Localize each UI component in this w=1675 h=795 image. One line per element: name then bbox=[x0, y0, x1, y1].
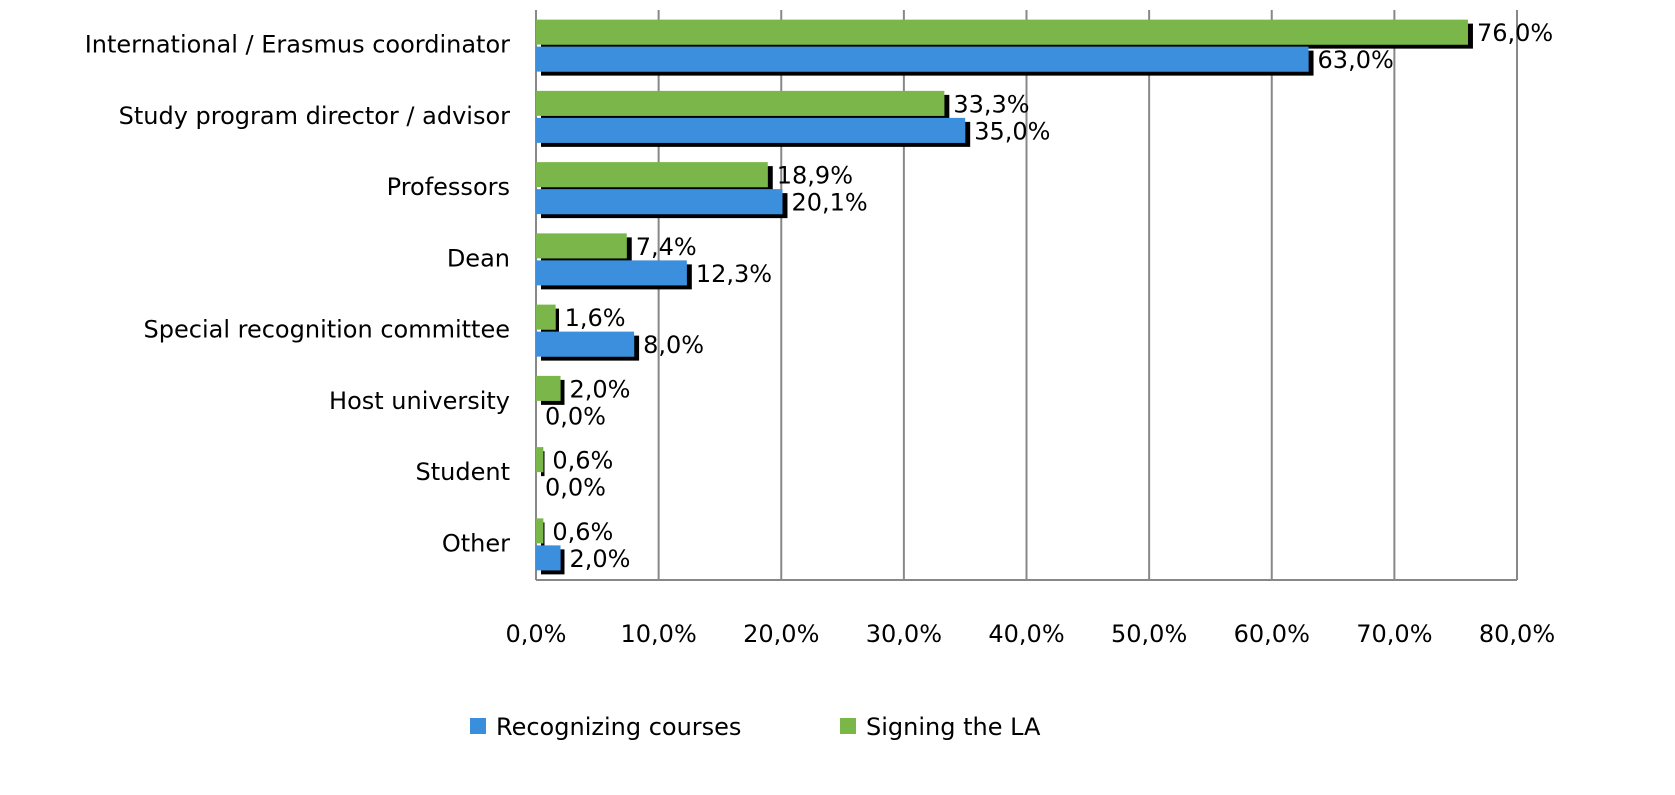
legend-swatch bbox=[470, 718, 486, 734]
bar bbox=[536, 331, 635, 357]
bar bbox=[536, 304, 556, 330]
x-tick-label: 10,0% bbox=[621, 620, 697, 648]
x-tick-label: 80,0% bbox=[1479, 620, 1555, 648]
bar bbox=[536, 117, 966, 143]
bar bbox=[536, 260, 687, 286]
category-label: International / Erasmus coordinator bbox=[85, 31, 510, 59]
bar bbox=[536, 375, 561, 401]
value-label: 2,0% bbox=[570, 545, 631, 573]
category-label: Special recognition committee bbox=[144, 316, 510, 344]
x-tick-label: 50,0% bbox=[1111, 620, 1187, 648]
legend-swatch bbox=[840, 718, 856, 734]
category-label: Other bbox=[442, 529, 510, 557]
value-label: 0,6% bbox=[552, 518, 613, 546]
value-label: 20,1% bbox=[791, 189, 867, 217]
x-tick-label: 30,0% bbox=[866, 620, 942, 648]
value-label: 2,0% bbox=[570, 375, 631, 403]
value-label: 35,0% bbox=[974, 117, 1050, 145]
value-label: 8,0% bbox=[643, 331, 704, 359]
legend-label: Recognizing courses bbox=[496, 713, 741, 741]
value-label: 12,3% bbox=[696, 260, 772, 288]
value-label: 76,0% bbox=[1477, 19, 1553, 47]
value-label: 33,3% bbox=[953, 90, 1029, 118]
category-label: Dean bbox=[447, 244, 510, 272]
bar bbox=[536, 90, 945, 116]
value-label: 18,9% bbox=[777, 162, 853, 190]
value-label: 0,0% bbox=[545, 474, 606, 502]
value-label: 1,6% bbox=[565, 304, 626, 332]
value-label: 0,6% bbox=[552, 447, 613, 475]
x-tick-label: 60,0% bbox=[1234, 620, 1310, 648]
category-label: Study program director / advisor bbox=[119, 102, 511, 130]
value-label: 0,0% bbox=[545, 402, 606, 430]
value-label: 7,4% bbox=[636, 233, 697, 261]
value-label: 63,0% bbox=[1318, 46, 1394, 74]
category-label: Student bbox=[416, 458, 510, 486]
x-tick-label: 0,0% bbox=[506, 620, 567, 648]
bar bbox=[536, 46, 1309, 72]
bar bbox=[536, 545, 561, 571]
bar bbox=[536, 19, 1468, 45]
bar bbox=[536, 189, 783, 215]
x-tick-label: 20,0% bbox=[743, 620, 819, 648]
bar bbox=[536, 162, 768, 188]
category-label: Professors bbox=[387, 173, 510, 201]
bar bbox=[536, 447, 544, 473]
x-tick-label: 70,0% bbox=[1356, 620, 1432, 648]
x-tick-label: 40,0% bbox=[988, 620, 1064, 648]
bar bbox=[536, 233, 627, 259]
legend-label: Signing the LA bbox=[866, 713, 1041, 741]
category-label: Host university bbox=[329, 387, 510, 415]
bar bbox=[536, 518, 544, 544]
